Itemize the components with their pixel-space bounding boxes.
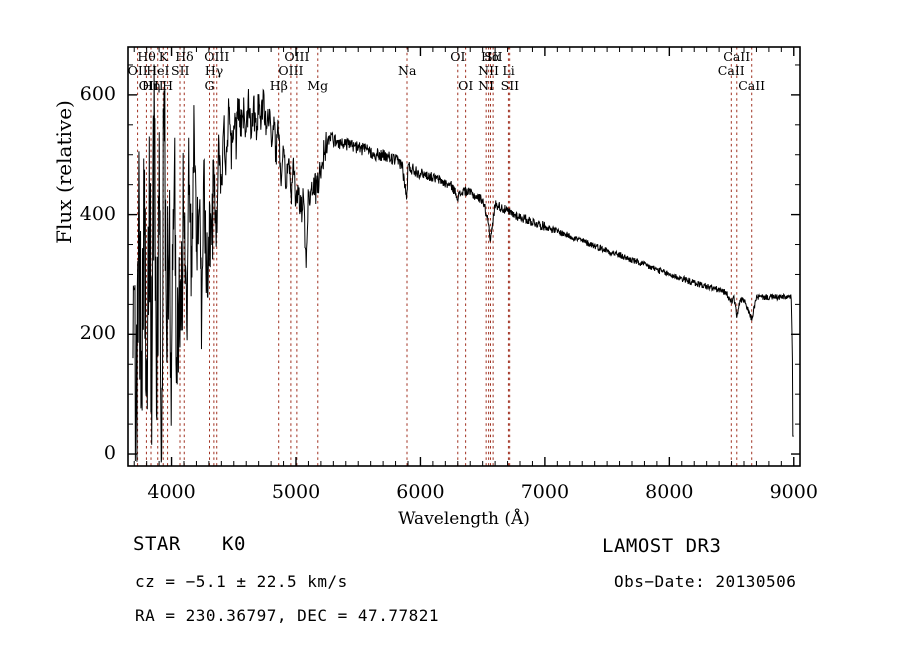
footer-survey: LAMOST DR3 (602, 535, 722, 557)
spectral-line-label: OIII (204, 49, 230, 64)
x-tick-label-6000: 6000 (396, 481, 445, 503)
spectral-line-label: SII (500, 78, 520, 93)
x-tick-label-4000: 4000 (147, 481, 196, 503)
x-tick-label-5000: 5000 (271, 481, 321, 503)
spectral-line-label: G (204, 78, 215, 93)
spectral-line-label: CaII (738, 78, 766, 93)
x-tick-label-9000: 9000 (769, 481, 818, 503)
y-tick-label-400: 400 (79, 202, 116, 225)
spectral-line-label: CaII (723, 49, 751, 64)
footer-obs-date: Obs−Date: 20130506 (614, 572, 797, 591)
spectral-line-label: Hθ (137, 49, 156, 64)
spectral-line-label: H (162, 78, 173, 93)
spectral-line-label: Mg (307, 78, 329, 93)
spectral-line-label: OI (458, 78, 474, 93)
spectral-line-label: OI (450, 49, 466, 64)
spectral-line-label: HeI (146, 63, 170, 78)
spectral-line-label: SII (171, 63, 190, 78)
spectral-line-label: Li (502, 63, 515, 78)
spectral-line-label: Hγ (204, 63, 224, 78)
spectral-line-label: OIII (284, 49, 310, 64)
spectral-line-label: Hβ (269, 78, 288, 93)
y-tick-label-200: 200 (79, 322, 116, 345)
spectral-line-label: K (158, 49, 169, 64)
spectral-line-label: Hδ (175, 49, 194, 64)
footer-cz: cz = −5.1 ± 22.5 km/s (135, 572, 348, 591)
spectral-line-label: Hα (481, 49, 501, 64)
y-tick-label-600: 600 (79, 82, 116, 105)
spectral-line-label: Na (398, 63, 417, 78)
x-tick-label-8000: 8000 (645, 481, 694, 503)
footer-object-type: STAR (133, 533, 181, 555)
spectral-line-label: SII (484, 49, 503, 64)
spectral-line-label: OIII (278, 63, 304, 78)
x-tick-label-7000: 7000 (520, 481, 570, 503)
spectral-line-label: NI (478, 78, 495, 93)
spectral-line-label: OII (127, 63, 148, 78)
spectral-line-label: NII (478, 63, 499, 78)
footer-spectral-class: K0 (222, 533, 246, 555)
spectral-line-label: Hη (142, 78, 161, 93)
y-tick-label-0: 0 (103, 442, 116, 465)
spectral-line-label: OIII (138, 78, 164, 93)
x-axis-label: Wavelength (Å) (398, 509, 530, 529)
spectral-line-label: CaII (717, 63, 745, 78)
footer-coordinates: RA = 230.36797, DEC = 47.77821 (135, 606, 439, 625)
